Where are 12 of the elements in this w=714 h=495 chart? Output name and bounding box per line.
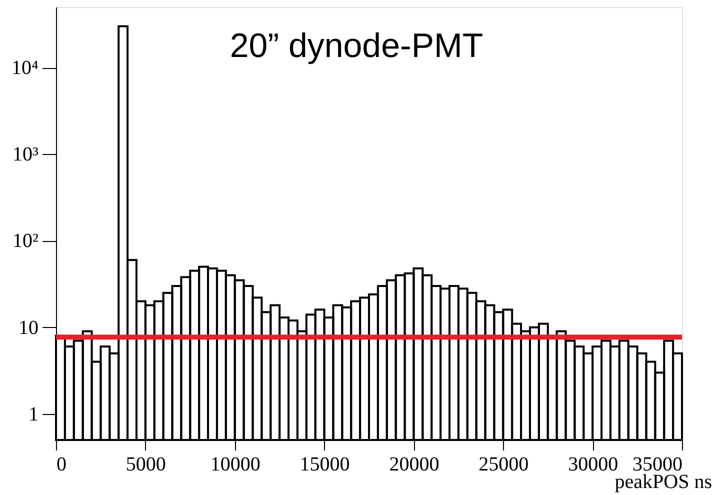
x-tick-label: 15000 bbox=[300, 454, 350, 476]
x-tick-label: 5000 bbox=[126, 454, 166, 476]
x-tick-label: 25000 bbox=[478, 454, 529, 476]
y-tick-label: 10⁴ bbox=[12, 57, 39, 80]
y-tick-label: 10² bbox=[12, 230, 38, 252]
x-tick-label: 0 bbox=[56, 454, 66, 476]
y-tick-label: 10³ bbox=[12, 144, 38, 166]
text: 20” dynode-PMT bbox=[230, 27, 484, 65]
x-tick-label: 20000 bbox=[389, 454, 440, 476]
y-tick-label: 1 bbox=[28, 403, 38, 426]
x-tick-label: 10000 bbox=[210, 454, 260, 476]
y-tick-label: 10 bbox=[18, 316, 38, 339]
